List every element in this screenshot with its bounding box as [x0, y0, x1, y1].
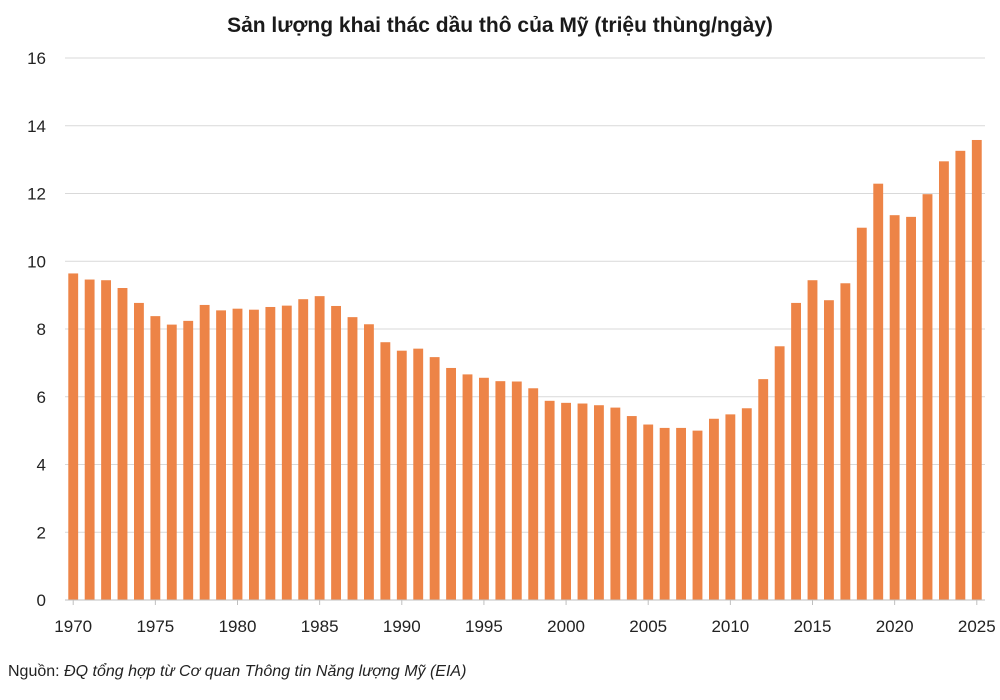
bar-1988 [364, 324, 374, 600]
bar-2018 [856, 227, 867, 600]
bar-1979 [216, 310, 226, 600]
bar-2013 [774, 346, 785, 600]
bar-2011 [741, 408, 752, 600]
bar-2006 [659, 427, 670, 600]
bar-2021 [906, 216, 916, 600]
bar-2004 [626, 416, 637, 600]
bar-1993 [446, 367, 456, 600]
bar-1974 [134, 302, 144, 600]
bar-2002 [594, 405, 604, 600]
y-tick-label-14: 14 [27, 117, 46, 136]
bar-1994 [462, 374, 473, 600]
x-tick-label-1995: 1995 [465, 617, 503, 636]
y-tick-label-2: 2 [37, 523, 46, 542]
bars [68, 139, 982, 601]
x-tick-label-2020: 2020 [876, 617, 914, 636]
x-tick-label-2010: 2010 [711, 617, 749, 636]
bar-1985 [314, 296, 325, 600]
bar-2010 [725, 414, 736, 600]
bar-1982 [265, 306, 276, 600]
x-tick-label-1975: 1975 [136, 617, 174, 636]
y-tick-label-12: 12 [27, 185, 46, 204]
bar-2005 [643, 424, 654, 600]
bar-2023 [939, 161, 949, 600]
x-tick-label-2000: 2000 [547, 617, 585, 636]
bar-1975 [150, 316, 161, 600]
axes [65, 599, 985, 605]
x-tick-label-1985: 1985 [301, 617, 339, 636]
bar-1991 [413, 348, 424, 600]
bar-2001 [577, 403, 588, 600]
bar-1976 [166, 324, 177, 600]
x-tick-label-1980: 1980 [219, 617, 257, 636]
bar-1989 [380, 342, 391, 600]
bar-1980 [232, 308, 243, 600]
bar-2012 [758, 379, 769, 600]
source-label: Nguồn: [8, 663, 60, 680]
bar-1978 [199, 304, 210, 600]
bar-1990 [396, 350, 407, 600]
x-tick-label-2015: 2015 [794, 617, 832, 636]
bar-2009 [709, 418, 719, 600]
bar-2022 [922, 194, 933, 600]
bar-2008 [692, 430, 703, 601]
bar-1999 [544, 400, 555, 600]
bar-1972 [101, 280, 111, 600]
bar-1986 [331, 305, 341, 600]
bar-1995 [479, 377, 489, 600]
x-tick-labels: 1970 1975 1980 1985 1990 1995 2000 2005 2010 2015… [54, 617, 995, 636]
bar-1992 [429, 357, 440, 600]
bar-2003 [610, 407, 621, 600]
y-tick-labels: 0 2 4 6 8 10 12 14 16 [27, 49, 46, 610]
bar-1981 [249, 309, 259, 600]
y-tick-label-10: 10 [27, 252, 46, 271]
x-tick-label-2025: 2025 [958, 617, 996, 636]
y-tick-label-6: 6 [37, 388, 46, 407]
bar-1996 [495, 381, 506, 600]
bar-1998 [528, 388, 539, 600]
bar-2015 [807, 280, 818, 600]
y-tick-label-16: 16 [27, 49, 46, 68]
source-text: ĐQ tổng hợp từ Cơ quan Thông tin Năng lư… [64, 663, 467, 680]
x-tick-label-1970: 1970 [54, 617, 92, 636]
chart-title: Sản lượng khai thác dầu thô của Mỹ (triệ… [227, 14, 773, 37]
y-tick-label-0: 0 [37, 591, 46, 610]
x-tick-label-2005: 2005 [629, 617, 667, 636]
bar-1983 [281, 305, 292, 600]
bar-1997 [511, 381, 522, 600]
y-tick-label-4: 4 [37, 456, 46, 475]
bar-1971 [84, 279, 95, 600]
bar-2025 [971, 139, 982, 601]
y-tick-label-8: 8 [37, 320, 46, 339]
bar-2024 [955, 150, 966, 600]
bar-2014 [791, 302, 801, 600]
bar-2019 [873, 183, 884, 600]
bar-1973 [117, 288, 128, 600]
bar-1977 [183, 320, 194, 600]
bar-1984 [298, 299, 309, 600]
x-tick-label-1990: 1990 [383, 617, 421, 636]
bar-2020 [889, 215, 900, 600]
bar-1987 [347, 317, 358, 600]
bar-2007 [676, 427, 686, 600]
bar-2017 [840, 283, 851, 600]
bar-2016 [824, 300, 834, 600]
source-note: Nguồn: ĐQ tổng hợp từ Cơ quan Thông tin … [8, 663, 466, 681]
bar-1970 [68, 273, 79, 600]
bar-2000 [561, 402, 571, 600]
